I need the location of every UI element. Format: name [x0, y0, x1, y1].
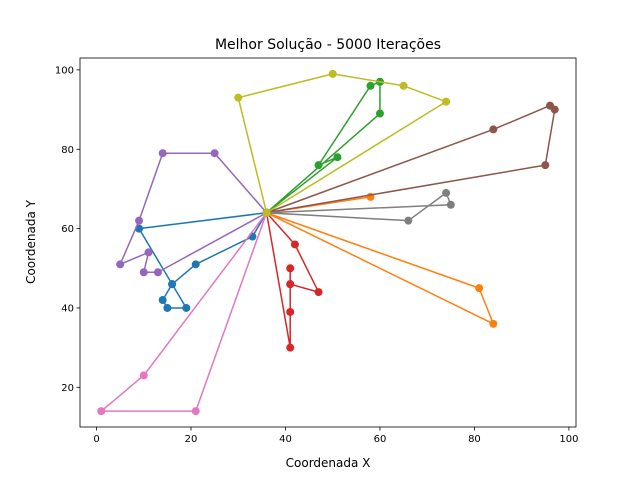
y-tick-label: 60: [61, 224, 74, 235]
route-point: [158, 149, 167, 158]
route-line: [265, 104, 556, 214]
x-axis-label: Coordenada X: [286, 456, 371, 470]
y-tick-label: 100: [55, 65, 74, 76]
route-line: [138, 211, 268, 309]
route-series-8: [262, 188, 455, 225]
route-series-9: [234, 69, 451, 217]
route-point: [399, 81, 408, 90]
route-point: [489, 319, 498, 328]
route-point: [328, 69, 337, 78]
route-point: [163, 303, 172, 312]
route-point: [168, 280, 177, 289]
route-line: [265, 211, 320, 349]
x-tick-label: 0: [93, 434, 99, 445]
route-point: [314, 161, 323, 170]
x-tick-label: 20: [185, 434, 198, 445]
route-point: [286, 343, 295, 352]
route-point: [144, 248, 153, 257]
route-point: [290, 240, 299, 249]
route-point: [182, 303, 191, 312]
route-point: [286, 280, 295, 289]
route-point: [191, 407, 200, 416]
route-point: [153, 268, 162, 277]
y-tick-label: 80: [61, 145, 74, 156]
route-series-5: [116, 149, 271, 277]
route-point: [262, 208, 271, 217]
route-point: [375, 109, 384, 118]
route-line: [265, 196, 495, 325]
route-point: [404, 216, 413, 225]
route-line: [237, 73, 447, 214]
route-point: [158, 296, 167, 305]
y-tick-label: 20: [61, 383, 74, 394]
chart-title: Melhor Solução - 5000 Iterações: [215, 37, 441, 53]
route-point: [191, 260, 200, 269]
route-point: [314, 288, 323, 297]
route-point: [286, 307, 295, 316]
route-point: [139, 268, 148, 277]
route-point: [446, 200, 455, 209]
y-tick-label: 40: [61, 303, 74, 314]
plot-area: [97, 69, 559, 416]
route-line: [119, 152, 268, 274]
route-point: [210, 149, 219, 158]
route-point: [442, 188, 451, 197]
route-point: [541, 161, 550, 170]
route-point: [234, 93, 243, 102]
route-series-6: [262, 101, 559, 217]
x-tick-label: 80: [468, 434, 481, 445]
route-series-2: [262, 192, 498, 328]
route-point: [139, 371, 148, 380]
route-point: [475, 284, 484, 293]
route-point: [442, 97, 451, 106]
x-tick-label: 100: [559, 434, 578, 445]
route-point: [489, 125, 498, 134]
y-axis-label: Coordenada Y: [24, 199, 38, 284]
route-point: [97, 407, 106, 416]
x-tick-label: 60: [374, 434, 387, 445]
plot-frame: [79, 57, 577, 428]
route-point: [135, 216, 144, 225]
route-line: [265, 81, 381, 214]
route-point: [333, 153, 342, 162]
axes: 0 20 40 60 80 100 20 40 60 80 100: [55, 57, 578, 445]
route-point: [248, 232, 257, 241]
route-point: [366, 81, 375, 90]
route-point: [550, 105, 559, 114]
x-tick-label: 40: [279, 434, 292, 445]
route-point: [116, 260, 125, 269]
route-point: [286, 264, 295, 273]
